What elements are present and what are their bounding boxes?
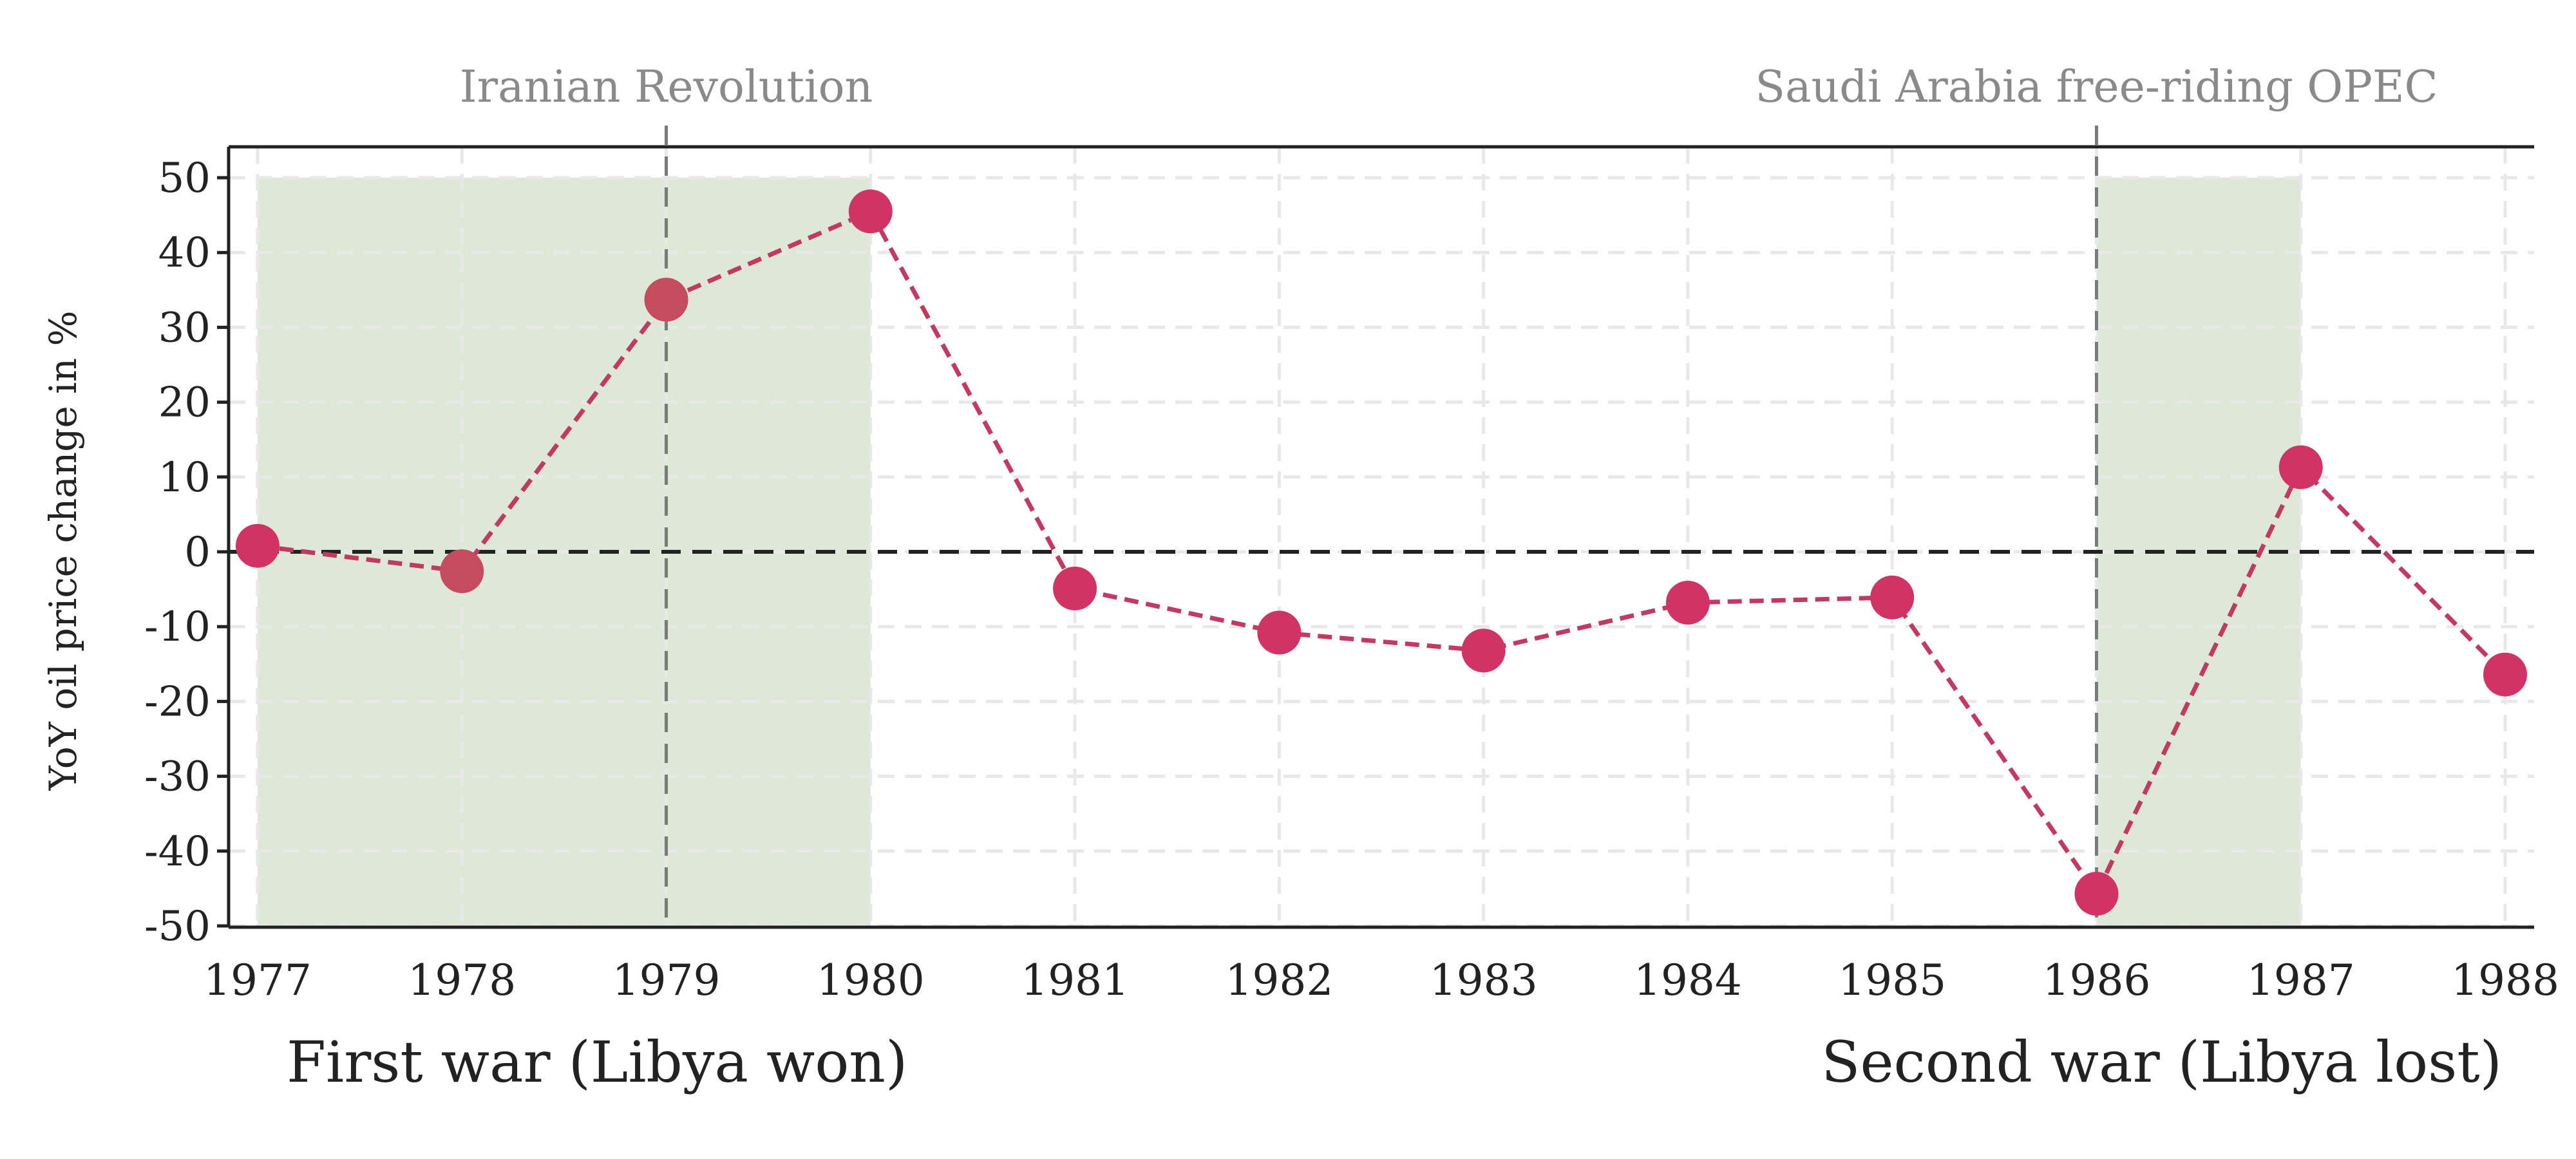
data-point-1982 <box>1257 610 1302 655</box>
x-tick-label: 1984 <box>1634 956 1742 1005</box>
event-label-1: Iranian Revolution <box>460 62 873 113</box>
data-point-1987 <box>2278 445 2323 489</box>
event-label-2: Saudi Arabia free-riding OPEC <box>1755 62 2438 113</box>
x-tick-label: 1980 <box>817 956 925 1005</box>
y-tick-label: -20 <box>144 678 211 726</box>
y-tick-label: -50 <box>144 903 211 950</box>
series-line <box>257 208 2507 898</box>
event-lines <box>665 126 2098 927</box>
series <box>236 189 2527 916</box>
data-point-1985 <box>1870 575 1915 619</box>
y-tick-label: 50 <box>158 155 211 202</box>
data-point-1983 <box>1461 628 1506 673</box>
data-point-1978 <box>440 549 484 594</box>
y-tick-label: 40 <box>158 229 211 277</box>
x-tick-label: 1979 <box>612 956 721 1005</box>
data-point-1986 <box>2074 872 2119 916</box>
x-tick-label: 1982 <box>1225 956 1333 1005</box>
data-point-1981 <box>1053 566 1097 610</box>
x-tick-label: 1987 <box>2247 956 2355 1005</box>
y-tick-label: -40 <box>144 828 211 876</box>
x-tick-label: 1981 <box>1021 956 1129 1005</box>
x-tick-label: 1977 <box>204 956 312 1005</box>
y-tick-label: 10 <box>158 454 211 502</box>
y-tick-label: -10 <box>144 603 211 651</box>
x-tick-label: 1988 <box>2451 956 2559 1005</box>
data-point-1988 <box>2483 652 2527 697</box>
y-axis-title: YoY oil price change in % <box>41 310 85 791</box>
tick-labels: 1977 1978 1979 1980 1981 1982 1983 1984 1985 1986… <box>144 155 2559 1005</box>
y-tick-label: -30 <box>144 753 211 801</box>
data-point-1984 <box>1665 581 1710 625</box>
y-tick-label: 20 <box>158 379 211 427</box>
x-tick-label: 1978 <box>408 956 516 1005</box>
y-tick-label: 0 <box>184 529 211 576</box>
x-tick-label: 1985 <box>1838 956 1946 1005</box>
x-tick-label: 1986 <box>2042 956 2150 1005</box>
period-label-1: First war (Libya won) <box>287 1029 907 1095</box>
period-label-2: Second war (Libya lost) <box>1821 1029 2502 1095</box>
data-point-1979 <box>644 278 688 322</box>
axes <box>227 145 2534 929</box>
data-point-1977 <box>236 523 279 568</box>
data-point-1980 <box>848 189 893 234</box>
annotations: Iranian Revolution Saudi Arabia free-ridi… <box>287 62 2502 1095</box>
x-tick-label: 1983 <box>1430 956 1538 1005</box>
y-tick-label: 30 <box>158 304 211 352</box>
